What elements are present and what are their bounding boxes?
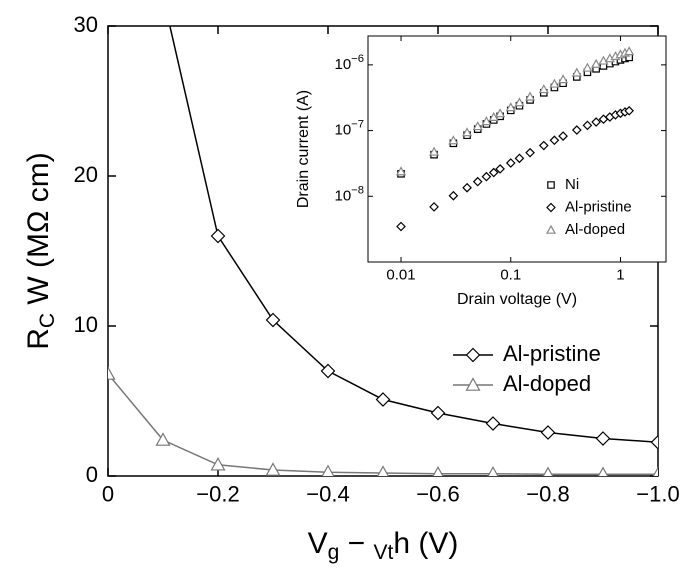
marker [545,224,557,234]
marker [157,0,170,3]
marker [538,84,549,94]
marker [624,105,635,116]
marker [597,466,609,476]
y-axis-label: RC W (MΩ cm) [22,152,59,350]
marker [472,176,483,187]
legend-label: Al-pristine [503,341,601,366]
marker [321,464,335,476]
x-tick-label: 0 [102,482,114,507]
marker [558,74,569,84]
y-tick-label: 30 [74,12,98,37]
marker [514,97,525,107]
marker [448,190,459,201]
legend-label: Al-doped [503,371,591,396]
marker [591,58,602,68]
marker [650,434,658,450]
marker [448,135,459,145]
marker [582,120,593,131]
y-tick-label: 10−7 [334,119,364,139]
marker [591,117,601,127]
marker [465,347,481,363]
marker [485,416,501,431]
marker [571,125,582,135]
marker [430,405,446,421]
marker [462,182,472,193]
legend-label: Al-doped [565,221,625,238]
marker [525,147,535,158]
marker [429,202,439,212]
x-tick-label: −0.4 [306,482,349,507]
marker [542,466,554,476]
marker [462,127,473,137]
plot-area [108,0,658,476]
marker [624,46,635,56]
marker [465,377,481,391]
marker [540,425,556,440]
x-tick-label: 0.1 [500,266,521,283]
y-tick-label: 10−8 [334,184,364,204]
marker [514,153,525,164]
marker [155,432,171,446]
marker [652,466,658,476]
plot-area [396,46,635,232]
marker [582,62,593,72]
marker [549,135,560,146]
marker [595,431,611,446]
marker [538,140,549,151]
legend-label: Al-pristine [565,198,632,215]
marker [546,202,556,213]
legend-label: Ni [565,176,579,193]
marker [108,366,116,380]
marker [375,392,391,407]
x-tick-label: −1.0 [636,482,679,507]
marker [488,167,499,178]
marker [571,67,582,77]
y-axis-label: Drain current (A) [295,90,312,208]
marker [495,108,506,118]
marker [429,146,440,156]
series-line [169,26,658,443]
marker [396,166,407,176]
marker [432,466,444,476]
y-tick-label: 10−6 [334,53,364,73]
x-axis-label: Drain voltage (V) [457,291,577,308]
marker [481,116,492,126]
marker [481,171,492,182]
y-tick-label: 20 [74,162,98,187]
marker [549,78,560,88]
marker [495,164,505,174]
marker [472,121,483,131]
plot-frame [367,35,667,263]
x-tick-label: −0.2 [196,482,239,507]
marker [210,457,226,471]
x-tick-label: −0.6 [416,482,459,507]
marker [396,221,406,232]
y-tick-label: 0 [86,462,98,487]
marker [558,131,568,141]
marker [377,465,389,476]
x-tick-label: 0.01 [386,266,415,283]
marker [487,466,499,476]
inset-background [368,36,666,262]
y-tick-label: 10 [74,312,98,337]
marker [547,181,555,189]
marker [505,102,516,112]
x-axis-label: Vg − Vth (V) [308,527,459,564]
marker [265,462,281,476]
marker [525,91,536,101]
x-tick-label: −0.8 [526,482,569,507]
x-tick-label: 1 [616,266,624,283]
marker [505,158,516,168]
marker [210,228,226,244]
marker [265,312,281,328]
marker [320,363,336,379]
